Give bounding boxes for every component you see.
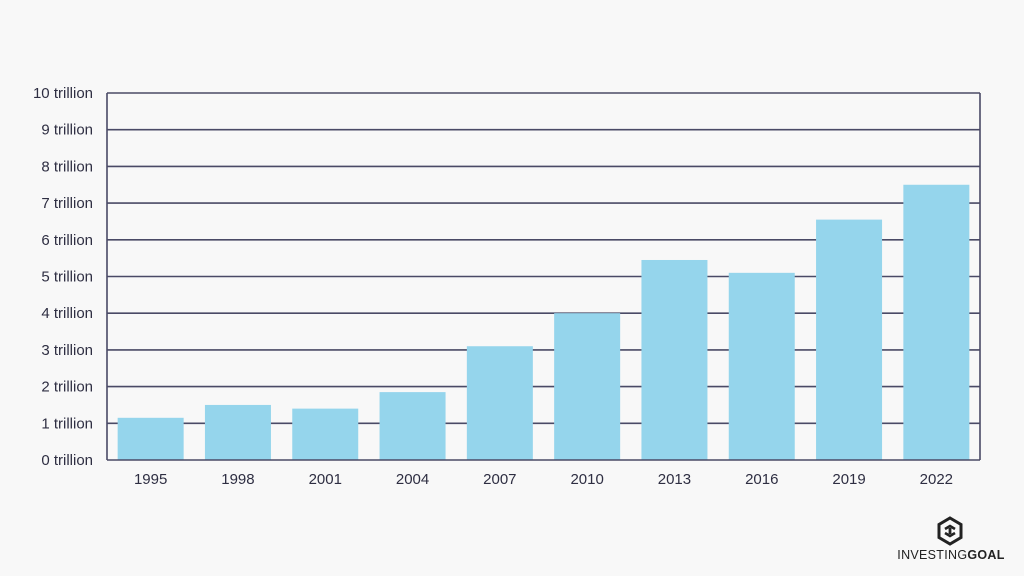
brand-logo: INVESTINGGOAL xyxy=(896,516,1006,564)
brand-name: INVESTINGGOAL xyxy=(896,548,1006,562)
y-tick-label: 2 trillion xyxy=(41,379,93,396)
x-tick-label: 2004 xyxy=(396,471,429,488)
bar-2016 xyxy=(728,272,795,460)
gridlines xyxy=(107,92,980,425)
y-tick-label: 8 trillion xyxy=(41,158,93,175)
x-tick-label: 2016 xyxy=(745,471,778,488)
brand-name-light: INVESTING xyxy=(897,548,968,562)
y-tick-label: 10 trillion xyxy=(33,85,93,102)
bar-1998 xyxy=(204,404,271,460)
y-axis-tick-labels: 0 trillion 1 trillion 2 trillion 3 trillion… xyxy=(33,85,93,469)
y-tick-label: 9 trillion xyxy=(41,122,93,139)
y-tick-label: 3 trillion xyxy=(41,342,93,359)
x-tick-label: 2022 xyxy=(920,471,953,488)
bar-1995 xyxy=(117,417,184,460)
x-tick-label: 2019 xyxy=(832,471,865,488)
y-tick-label: 4 trillion xyxy=(41,305,93,322)
bar-2013 xyxy=(641,259,708,460)
x-tick-label: 2010 xyxy=(570,471,603,488)
x-tick-label: 1995 xyxy=(134,471,167,488)
bars xyxy=(117,184,970,460)
y-tick-label: 1 trillion xyxy=(41,415,93,432)
x-tick-label: 1998 xyxy=(221,471,254,488)
bar-2001 xyxy=(292,408,359,460)
bar-2004 xyxy=(379,392,446,460)
bar-2019 xyxy=(816,219,883,460)
investingoal-logo-icon xyxy=(937,516,963,546)
x-axis-tick-labels: 1995 1998 2001 2004 2007 2010 2013 2016 2019 2022 xyxy=(134,471,953,488)
bar-2007 xyxy=(466,346,533,460)
x-tick-label: 2013 xyxy=(658,471,691,488)
y-tick-label: 6 trillion xyxy=(41,232,93,249)
y-tick-label: 5 trillion xyxy=(41,269,93,286)
bar-2022 xyxy=(903,184,970,460)
y-tick-label: 7 trillion xyxy=(41,195,93,212)
plot-frame xyxy=(106,93,981,461)
brand-name-bold: GOAL xyxy=(967,548,1005,562)
x-tick-label: 2001 xyxy=(309,471,342,488)
bar-2010 xyxy=(554,313,621,460)
x-tick-label: 2007 xyxy=(483,471,516,488)
y-tick-label: 0 trillion xyxy=(41,452,93,469)
